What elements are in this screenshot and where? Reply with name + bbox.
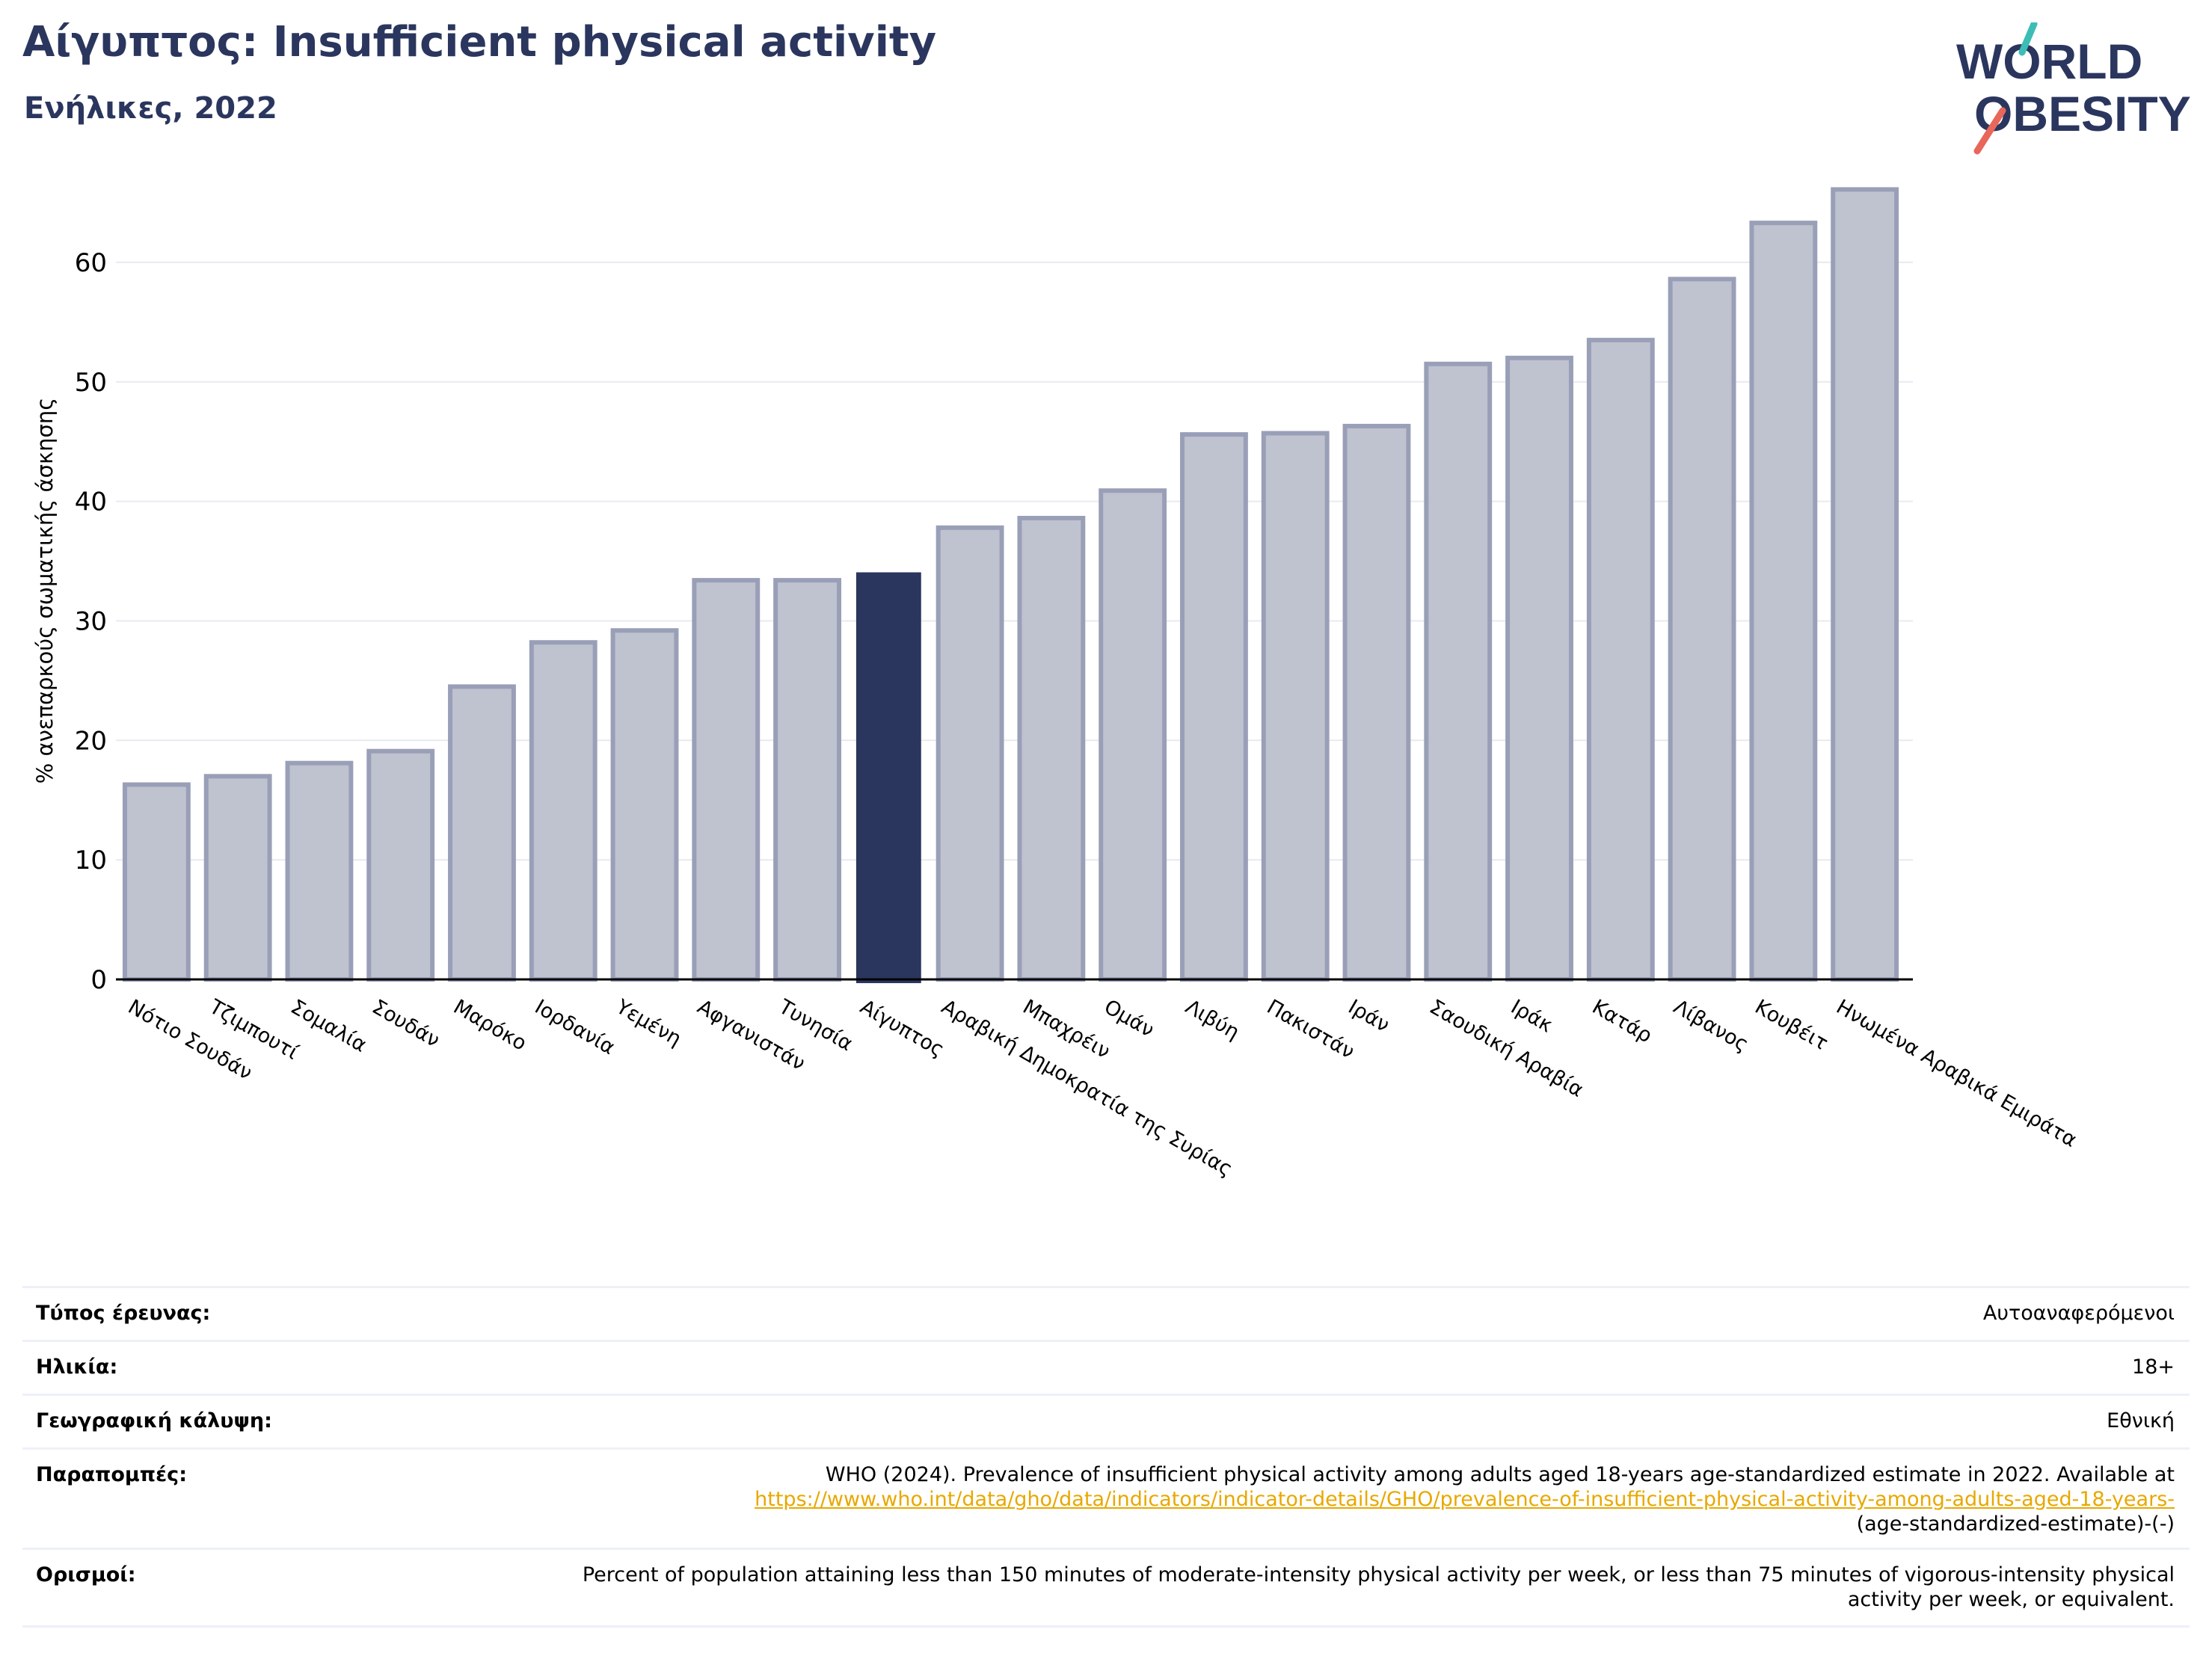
- x-tick-label: Σουδάν: [368, 995, 443, 1052]
- x-tick-label: Ομάν: [1100, 995, 1158, 1042]
- info-row-age: Ηλικία: 18+: [22, 1340, 2190, 1394]
- info-row-coverage: Γεωγραφική κάλυψη: Εθνική: [22, 1394, 2190, 1447]
- bar: [529, 640, 597, 982]
- y-tick-label: 10: [75, 846, 107, 875]
- x-tick-label: Μαρόκο: [449, 995, 530, 1055]
- info-key: Γεωγραφική κάλυψη:: [36, 1409, 272, 1432]
- chart-subtitle: Ενήλικες, 2022: [24, 91, 277, 126]
- logo-slash-red: [1973, 107, 2006, 155]
- bar: [203, 774, 272, 982]
- bar: [1749, 221, 1818, 982]
- info-key: Παραπομπές:: [36, 1463, 187, 1486]
- bar: [610, 628, 679, 982]
- info-value: WHO (2024). Prevalence of insufficient p…: [755, 1463, 2175, 1537]
- x-tick-label: Λίβανος: [1670, 995, 1753, 1056]
- bar: [448, 684, 516, 982]
- info-key: Τύπος έρευνας:: [36, 1302, 211, 1325]
- bar: [1424, 361, 1493, 982]
- info-row-definitions: Ορισμοί: Percent of population attaining…: [22, 1548, 2190, 1625]
- info-value: Εθνική: [2107, 1409, 2175, 1432]
- world-obesity-logo: WORLD OBESITY: [1956, 22, 2191, 155]
- x-tick-label: Αραβική Δημοκρατία της Συρίας: [938, 995, 1237, 1181]
- info-key: Ορισμοί:: [36, 1563, 136, 1586]
- bar: [1099, 488, 1167, 982]
- x-tick-label: Κατάρ: [1588, 995, 1656, 1047]
- info-row-survey-type: Τύπος έρευνας: Αυτοαναφερόμενοι: [22, 1286, 2190, 1340]
- info-key: Ηλικία:: [36, 1355, 118, 1379]
- logo-slash-teal: [2018, 22, 2038, 56]
- bar: [1180, 432, 1248, 982]
- bar: [1586, 337, 1655, 982]
- x-tick-label: Αίγυπτος: [856, 995, 948, 1062]
- bar: [773, 578, 841, 982]
- bar: [692, 578, 761, 982]
- chart-title: Αίγυπτος: Insufficient physical activity: [22, 18, 937, 67]
- info-row-references: Παραπομπές: WHO (2024). Prevalence of in…: [22, 1447, 2190, 1548]
- info-table-bottom-rule: [22, 1625, 2190, 1628]
- x-tick-label: Ιορδανία: [531, 995, 619, 1059]
- y-tick-label: 40: [75, 487, 107, 517]
- reference-link[interactable]: https://www.who.int/data/gho/data/indica…: [755, 1487, 2175, 1511]
- y-tick-label: 20: [75, 726, 107, 756]
- bar: [122, 782, 191, 982]
- info-value: Αυτοαναφερόμενοι: [1982, 1302, 2175, 1325]
- y-tick-label: 30: [75, 606, 107, 636]
- bar: [1505, 355, 1573, 982]
- info-value: Percent of population attaining less tha…: [582, 1563, 2175, 1611]
- y-axis-label: % ανεπαρκούς σωματικής άσκησης: [32, 398, 58, 784]
- bar: [936, 525, 1004, 982]
- bar: [285, 760, 354, 982]
- x-tick-label: Ιράκ: [1507, 995, 1557, 1037]
- x-tick-label: Λιβύη: [1182, 995, 1244, 1044]
- bar-highlighted: [855, 572, 921, 983]
- info-table: Τύπος έρευνας: Αυτοαναφερόμενοι Ηλικία: …: [22, 1286, 2190, 1628]
- y-tick-label: 50: [75, 368, 107, 398]
- y-tick-label: 60: [75, 248, 107, 278]
- x-tick-label: Σαουδική Αραβία: [1425, 995, 1587, 1102]
- y-tick-label: 0: [90, 965, 107, 995]
- bar: [1831, 187, 1899, 982]
- x-tick-label: Ηνωμένα Αραβικά Εμιράτα: [1832, 995, 2080, 1152]
- x-tick-label: Ιράν: [1344, 995, 1393, 1037]
- info-value: 18+: [2132, 1355, 2175, 1379]
- bars: [122, 187, 1899, 983]
- bar: [1261, 431, 1330, 982]
- reference-text: WHO (2024). Prevalence of insufficient p…: [825, 1463, 2175, 1486]
- bar: [1017, 515, 1086, 982]
- bar: [1668, 277, 1736, 982]
- logo-text-world: WORLD: [1956, 34, 2142, 89]
- bar: [366, 748, 435, 982]
- x-tick-label: Υεμένη: [612, 995, 686, 1051]
- x-tick-label: Κουβέιτ: [1751, 995, 1831, 1055]
- bar: [1342, 423, 1411, 982]
- axes: 0 10 20 30 40 50 60: [75, 248, 1913, 995]
- logo-text-obesity: OBESITY: [1974, 86, 2191, 141]
- bar-chart: 0 10 20 30 40 50 60 Νότιο ΣουδάνΤζιμπουτίΣομαλ…: [32, 187, 2080, 1181]
- reference-text-tail: (age-standardized-estimate)-(-): [1856, 1512, 2175, 1536]
- x-tick-label: Πακιστάν: [1263, 995, 1359, 1064]
